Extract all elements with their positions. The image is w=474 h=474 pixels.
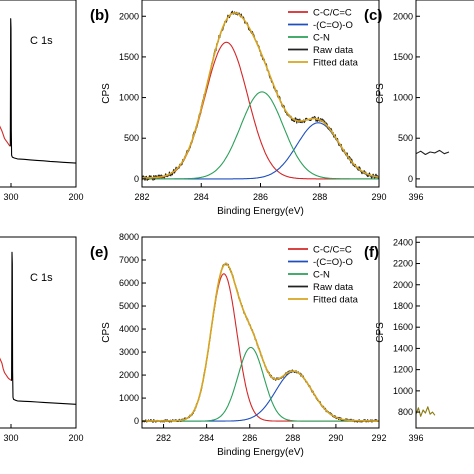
plot-area — [0, 251, 76, 405]
y-tick-label: 2000 — [393, 280, 413, 290]
legend-label: C-N — [313, 270, 330, 281]
axis-frame — [415, 0, 474, 188]
x-tick-label: 284 — [199, 433, 214, 443]
y-tick-label: 5000 — [119, 301, 139, 311]
y-tick-label: 1400 — [393, 343, 413, 353]
plot-area — [416, 149, 450, 156]
legend-label: Fitted data — [313, 295, 359, 306]
legend-label: C-N — [313, 33, 330, 44]
axis-frame — [0, 0, 77, 188]
series-line-2 — [9, 18, 76, 164]
y-axis-label: CPS — [375, 83, 386, 104]
y-tick-label: 500 — [124, 133, 139, 143]
chart-panel-6: 396 800 1000 1200 1400 1600 1800 2000 2200 2400 CP… — [364, 236, 474, 443]
series-line-1 — [0, 125, 11, 147]
x-tick-label: 288 — [312, 192, 327, 202]
x-tick-label: 290 — [371, 192, 386, 202]
y-tick-label: 500 — [398, 133, 413, 143]
panel-label: (b) — [90, 7, 109, 24]
y-tick-label: 6000 — [119, 278, 139, 288]
series-line-1 — [0, 357, 12, 381]
x-tick-label: 290 — [328, 433, 343, 443]
x-tick-label: 200 — [68, 433, 83, 443]
y-tick-label: 1500 — [119, 52, 139, 62]
chart-panel-4: 300 200 C 1s — [0, 236, 84, 443]
plot-area — [416, 406, 436, 417]
legend-label: C-C/C=C — [313, 8, 352, 19]
panel-label: (f) — [364, 244, 379, 261]
legend-label: -(C=O)-O — [313, 20, 353, 31]
series-line-fitted-data — [142, 12, 379, 179]
x-tick-label: 284 — [194, 192, 209, 202]
y-tick-label: 0 — [134, 174, 139, 184]
y-tick-label: 2200 — [393, 259, 413, 269]
legend-label: C-C/C=C — [313, 245, 352, 256]
chart-panel-5: 282 284 286 288 290 292 0 1000 2000 3000 4000 5000 6… — [90, 232, 387, 458]
y-tick-label: 1500 — [393, 52, 413, 62]
axis-frame — [141, 236, 380, 429]
series-line-fitted-data — [142, 263, 379, 422]
x-tick-label: 292 — [371, 433, 386, 443]
x-tick-label: 286 — [253, 192, 268, 202]
x-axis-label: Binding Energy(eV) — [217, 447, 304, 458]
y-tick-label: 2000 — [393, 11, 413, 21]
x-tick-label: 396 — [408, 192, 423, 202]
chart-panel-3: 396 0 500 1000 1500 2000 CPS (c) — [364, 0, 474, 202]
y-tick-label: 3000 — [119, 347, 139, 357]
y-tick-label: 1600 — [393, 322, 413, 332]
y-tick-label: 7000 — [119, 255, 139, 265]
y-tick-label: 1000 — [119, 93, 139, 103]
y-tick-label: 1800 — [393, 301, 413, 311]
plot-area — [142, 262, 379, 423]
legend-label: Raw data — [313, 45, 354, 56]
y-tick-label: 1000 — [393, 93, 413, 103]
plot-area — [0, 18, 76, 164]
x-tick-label: 282 — [134, 192, 149, 202]
x-tick-label: 200 — [68, 192, 83, 202]
x-tick-label: 396 — [408, 433, 423, 443]
series-line-c-o-o — [142, 371, 379, 422]
axis-frame — [415, 236, 474, 429]
series-line-1 — [416, 406, 436, 417]
y-tick-label: 2000 — [119, 11, 139, 21]
legend-label: -(C=O)-O — [313, 257, 353, 268]
series-line-raw-data — [142, 10, 379, 181]
y-axis-label: CPS — [375, 322, 386, 343]
x-tick-label: 288 — [285, 433, 300, 443]
chart-panel-2: 282 284 286 288 290 0 500 1000 1500 2000 Binding E… — [90, 0, 387, 217]
x-tick-label: 300 — [3, 433, 18, 443]
y-tick-label: 8000 — [119, 232, 139, 242]
x-axis-label: Binding Energy(eV) — [217, 206, 304, 217]
x-tick-label: 282 — [156, 433, 171, 443]
x-tick-label: 286 — [242, 433, 257, 443]
panel-label: (c) — [364, 7, 382, 24]
peak-annotation: C 1s — [30, 272, 53, 284]
chart-panel-1: 300 200 C 1s — [0, 0, 84, 202]
legend-label: Fitted data — [313, 58, 359, 69]
y-tick-label: 1000 — [119, 393, 139, 403]
y-axis-label: CPS — [101, 83, 112, 104]
series-line-1 — [416, 149, 450, 156]
y-tick-label: 2000 — [119, 370, 139, 380]
y-tick-label: 2400 — [393, 237, 413, 247]
axis-frame — [0, 236, 77, 429]
y-tick-label: 4000 — [119, 324, 139, 334]
y-tick-label: 0 — [134, 416, 139, 426]
y-tick-label: 1200 — [393, 365, 413, 375]
series-line-2 — [11, 251, 76, 405]
plot-area — [142, 10, 379, 181]
panel-label: (e) — [90, 244, 108, 261]
peak-annotation: C 1s — [30, 35, 53, 47]
x-tick-label: 300 — [3, 192, 18, 202]
y-tick-label: 0 — [408, 174, 413, 184]
y-axis-label: CPS — [101, 322, 112, 343]
legend-label: Raw data — [313, 282, 354, 293]
series-line-c-n — [142, 346, 379, 422]
series-line-c-n — [142, 91, 379, 180]
y-tick-label: 800 — [398, 407, 413, 417]
y-tick-label: 1000 — [393, 386, 413, 396]
